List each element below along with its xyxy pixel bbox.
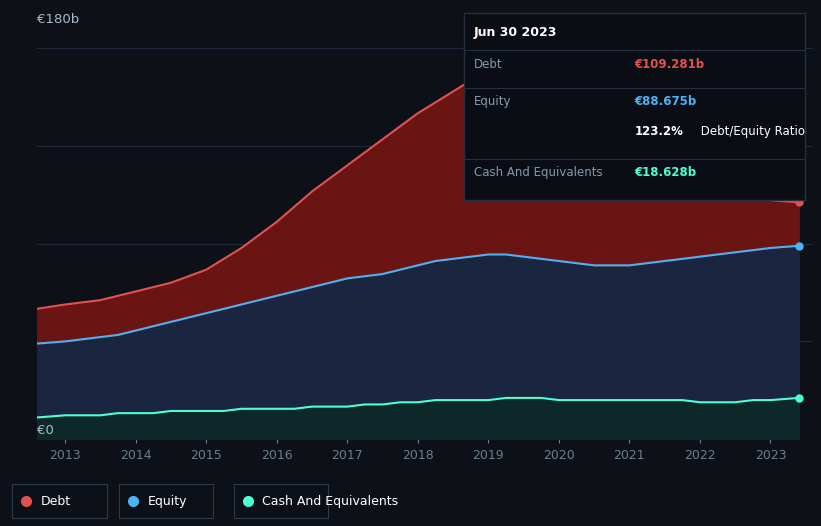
Text: €88.675b: €88.675b <box>635 95 696 108</box>
Text: Equity: Equity <box>148 494 187 508</box>
Text: Jun 30 2023: Jun 30 2023 <box>474 26 557 39</box>
Text: Debt: Debt <box>41 494 71 508</box>
Text: €0: €0 <box>37 424 54 437</box>
Text: Cash And Equivalents: Cash And Equivalents <box>263 494 398 508</box>
Text: €109.281b: €109.281b <box>635 58 704 71</box>
Text: Equity: Equity <box>474 95 511 108</box>
Text: Cash And Equivalents: Cash And Equivalents <box>474 166 603 179</box>
Text: €18.628b: €18.628b <box>635 166 696 179</box>
Text: 123.2%: 123.2% <box>635 125 683 138</box>
Text: €180b: €180b <box>37 13 79 26</box>
Text: Debt: Debt <box>474 58 502 71</box>
Text: Debt/Equity Ratio: Debt/Equity Ratio <box>697 125 805 138</box>
